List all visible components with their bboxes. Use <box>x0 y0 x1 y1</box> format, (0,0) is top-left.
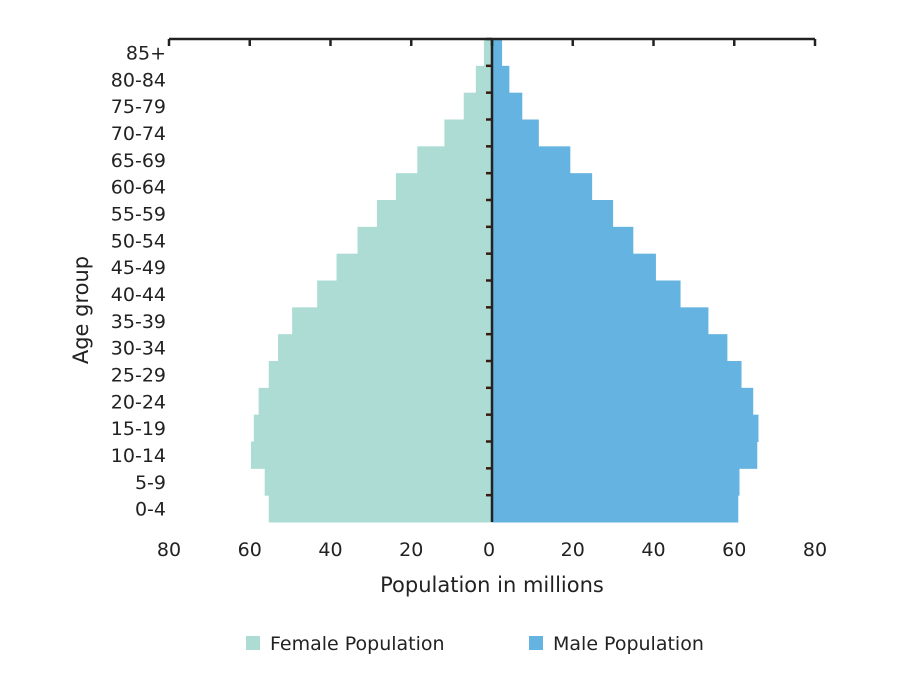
x-tick-label: 80 <box>803 539 827 561</box>
bar-male-15-19 <box>492 414 759 442</box>
bar-female-65-69 <box>417 146 492 174</box>
x-tick-label: 40 <box>641 539 665 561</box>
legend-swatch-female <box>246 636 260 650</box>
y-tick-label: 55-59 <box>111 203 166 225</box>
x-tick-label: 60 <box>722 539 746 561</box>
x-tick-label: 0 <box>483 539 495 561</box>
y-tick-label: 40-44 <box>111 284 166 306</box>
bar-female-80-84 <box>475 65 492 94</box>
bar-male-70-74 <box>492 119 539 147</box>
bar-male-60-64 <box>492 173 593 201</box>
bar-male-5-9 <box>492 468 740 496</box>
y-tick-label: 85+ <box>126 42 166 64</box>
bar-female-45-49 <box>336 253 492 281</box>
bar-female-30-34 <box>278 334 492 362</box>
bar-female-35-39 <box>292 307 492 335</box>
bar-male-10-14 <box>492 441 758 469</box>
legend-label-female: Female Population <box>270 633 445 655</box>
bar-female-55-59 <box>376 200 492 228</box>
x-tick-label: 80 <box>157 539 181 561</box>
bar-female-15-19 <box>253 414 492 442</box>
bar-female-40-44 <box>317 280 492 308</box>
bar-male-50-54 <box>492 226 634 255</box>
legend-swatch-male <box>529 636 543 650</box>
y-tick-label: 10-14 <box>111 445 166 467</box>
x-tick-label: 60 <box>238 539 262 561</box>
bar-female-20-24 <box>258 387 492 416</box>
y-tick-label: 30-34 <box>111 338 166 360</box>
bar-female-60-64 <box>395 173 492 201</box>
legend-label-male: Male Population <box>553 633 704 655</box>
bar-male-35-39 <box>492 307 709 335</box>
x-tick-label: 40 <box>318 539 342 561</box>
y-tick-label: 70-74 <box>111 123 166 145</box>
bar-male-30-34 <box>492 334 728 362</box>
y-tick-label: 15-19 <box>111 418 166 440</box>
bar-female-0-4 <box>268 495 492 523</box>
y-tick-label: 20-24 <box>111 391 166 413</box>
y-tick-label: 65-69 <box>111 150 166 172</box>
bar-male-25-29 <box>492 361 742 389</box>
bar-female-75-79 <box>463 92 492 120</box>
bar-female-10-14 <box>250 441 492 469</box>
y-tick-label: 5-9 <box>135 472 166 494</box>
bar-male-0-4 <box>492 495 739 523</box>
bar-female-50-54 <box>357 226 492 255</box>
x-tick-label: 20 <box>399 539 423 561</box>
y-tick-label: 25-29 <box>111 364 166 386</box>
bar-male-75-79 <box>492 92 523 120</box>
y-tick-label: 45-49 <box>111 257 166 279</box>
x-axis-label: Population in millions <box>380 573 604 597</box>
bar-male-20-24 <box>492 387 754 416</box>
bar-female-85+ <box>483 39 492 67</box>
bar-female-5-9 <box>264 468 492 496</box>
x-tick-label: 20 <box>561 539 585 561</box>
bar-male-55-59 <box>492 200 614 228</box>
y-tick-label: 50-54 <box>111 230 166 252</box>
bar-female-70-74 <box>444 119 492 147</box>
y-tick-label: 75-79 <box>111 96 166 118</box>
bar-male-80-84 <box>492 65 510 94</box>
bar-male-40-44 <box>492 280 681 308</box>
y-axis-label: Age group <box>69 256 93 364</box>
bar-female-25-29 <box>268 361 492 389</box>
bar-male-85+ <box>492 39 503 67</box>
y-tick-label: 60-64 <box>111 177 166 199</box>
y-tick-label: 0-4 <box>135 499 166 521</box>
y-tick-label: 35-39 <box>111 311 166 333</box>
bar-male-45-49 <box>492 253 656 281</box>
y-tick-label: 80-84 <box>111 69 166 91</box>
bar-male-65-69 <box>492 146 571 174</box>
